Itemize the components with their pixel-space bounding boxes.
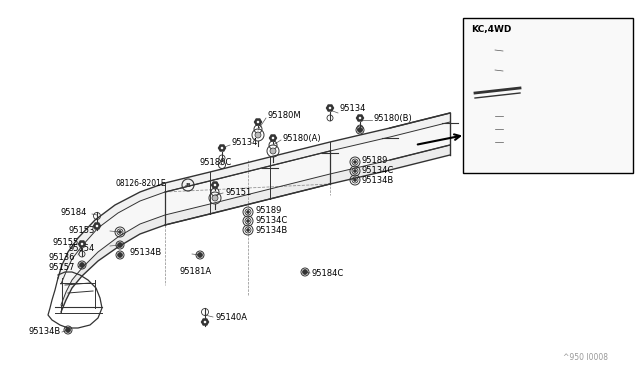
Circle shape — [257, 121, 259, 124]
Polygon shape — [218, 145, 225, 151]
Circle shape — [493, 68, 497, 72]
Circle shape — [95, 224, 99, 228]
Text: 95184C: 95184C — [312, 269, 344, 278]
Text: 95180C: 95180C — [200, 157, 232, 167]
Text: 95180(A): 95180(A) — [283, 134, 322, 142]
Text: 95180(B): 95180(B) — [374, 113, 413, 122]
Text: 95181A: 95181A — [180, 267, 212, 276]
Circle shape — [270, 148, 276, 154]
Circle shape — [221, 147, 223, 150]
Text: 95134C: 95134C — [255, 215, 287, 224]
Circle shape — [246, 228, 250, 231]
Text: 95189: 95189 — [255, 205, 282, 215]
Polygon shape — [255, 119, 262, 125]
Circle shape — [198, 253, 202, 257]
Text: B: B — [186, 183, 191, 187]
Text: 95134C: 95134C — [362, 166, 394, 174]
Circle shape — [255, 132, 261, 138]
Text: 95134C: 95134C — [505, 125, 534, 134]
Circle shape — [204, 321, 207, 324]
Text: 95157: 95157 — [48, 263, 74, 273]
Circle shape — [212, 195, 218, 201]
Text: 95134B: 95134B — [505, 138, 534, 147]
Circle shape — [493, 141, 497, 144]
Circle shape — [353, 170, 356, 173]
Text: 95189: 95189 — [505, 112, 529, 121]
Text: 95134: 95134 — [232, 138, 259, 147]
Text: 08126-8201E: 08126-8201E — [115, 179, 166, 187]
Text: 95184: 95184 — [60, 208, 86, 217]
Polygon shape — [211, 182, 218, 188]
Text: 95180(B): 95180(B) — [505, 67, 540, 76]
Circle shape — [79, 263, 84, 267]
Circle shape — [118, 243, 122, 247]
Circle shape — [358, 116, 362, 119]
Circle shape — [493, 48, 497, 51]
Text: 95140A: 95140A — [215, 314, 247, 323]
Circle shape — [118, 253, 122, 257]
Polygon shape — [269, 135, 276, 141]
Text: 95134B: 95134B — [28, 327, 60, 337]
Circle shape — [353, 160, 356, 164]
Polygon shape — [202, 319, 209, 325]
Text: 95134: 95134 — [340, 103, 366, 112]
Text: 95151: 95151 — [225, 187, 252, 196]
Circle shape — [81, 243, 83, 246]
Text: 95134B: 95134B — [255, 225, 287, 234]
Circle shape — [65, 327, 70, 333]
Text: 95153: 95153 — [68, 225, 94, 234]
Text: 95180M: 95180M — [268, 110, 301, 119]
Polygon shape — [93, 223, 100, 229]
Bar — [463, 18, 633, 173]
Text: 95155: 95155 — [52, 237, 78, 247]
Polygon shape — [61, 145, 450, 312]
Circle shape — [328, 106, 332, 109]
Polygon shape — [326, 105, 333, 111]
Text: 95136: 95136 — [48, 253, 74, 263]
Text: 95134B: 95134B — [362, 176, 394, 185]
Circle shape — [303, 269, 307, 275]
Text: 95154: 95154 — [68, 244, 94, 253]
Polygon shape — [356, 115, 364, 121]
Polygon shape — [79, 241, 86, 247]
Circle shape — [493, 128, 497, 131]
Text: ^950 I0008: ^950 I0008 — [563, 353, 608, 362]
Text: KC,4WD: KC,4WD — [471, 25, 511, 34]
Polygon shape — [58, 113, 450, 284]
Circle shape — [493, 115, 497, 118]
Circle shape — [118, 231, 122, 234]
Circle shape — [271, 137, 275, 140]
Polygon shape — [492, 47, 499, 53]
Circle shape — [358, 128, 362, 132]
Circle shape — [246, 211, 250, 214]
Text: 95135: 95135 — [505, 46, 529, 55]
Circle shape — [214, 183, 216, 186]
Text: 95134B: 95134B — [130, 247, 163, 257]
Circle shape — [353, 179, 356, 182]
Polygon shape — [61, 122, 450, 305]
Circle shape — [246, 219, 250, 222]
Text: 95189: 95189 — [362, 155, 388, 164]
